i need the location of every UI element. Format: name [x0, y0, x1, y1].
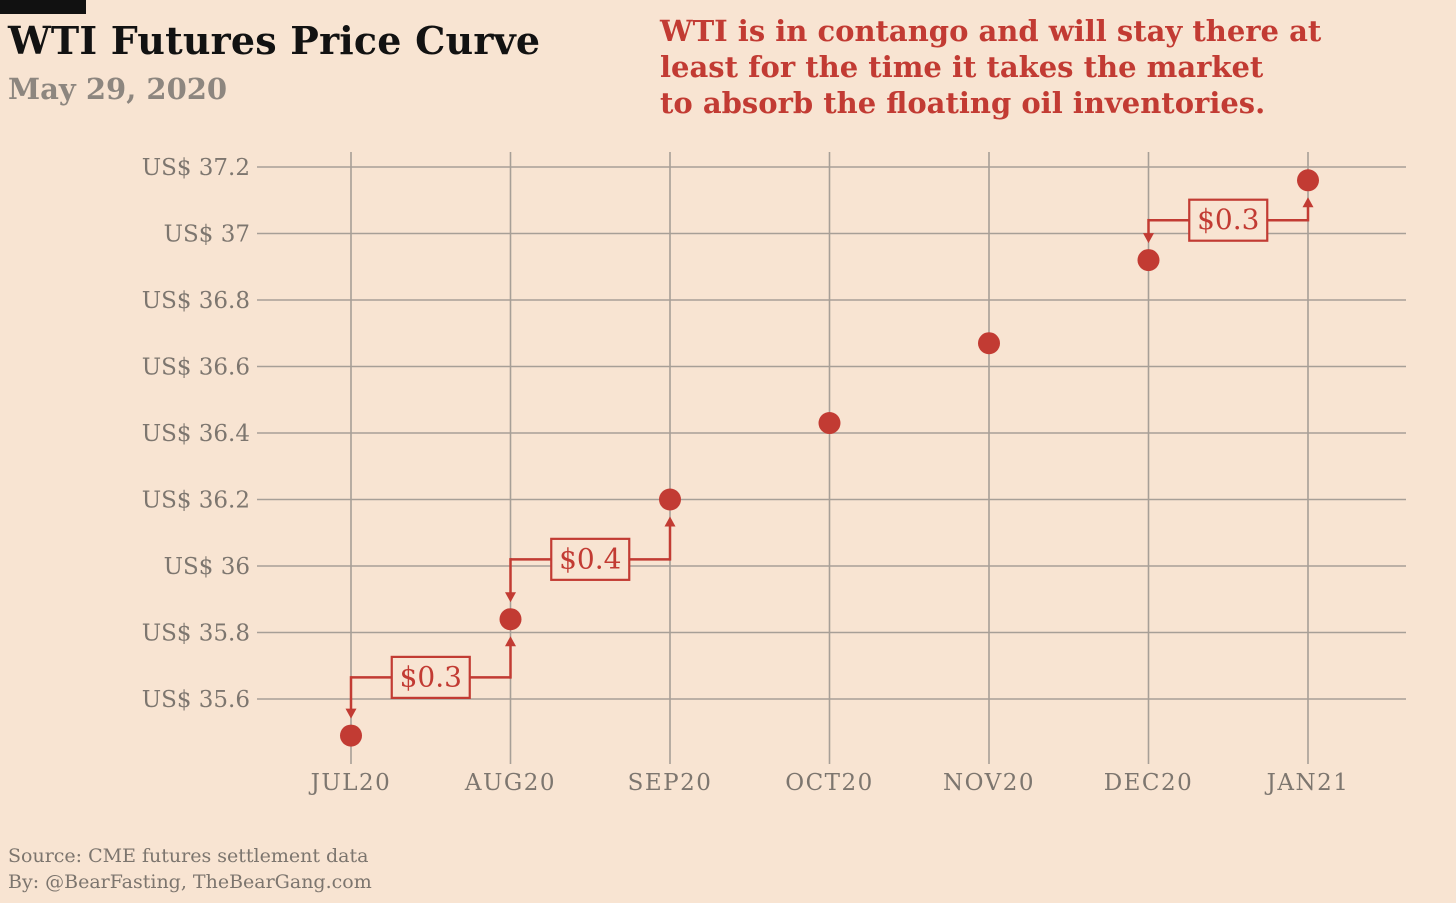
- brand-bar: [0, 0, 86, 14]
- data-point: [1297, 169, 1319, 192]
- y-tick-label: US$ 36.2: [142, 488, 250, 514]
- page-subtitle: May 29, 2020: [8, 72, 228, 106]
- annotation-box: [390, 655, 471, 699]
- author-credit: By: @BearFasting, TheBearGang.com: [8, 871, 372, 893]
- arrow-down-icon: [1143, 233, 1154, 244]
- arrow-up-icon: [505, 636, 516, 647]
- x-tick-label: DEC20: [1104, 770, 1194, 796]
- arrow-down-icon: [505, 592, 516, 603]
- data-point: [978, 332, 1000, 355]
- data-point: [340, 724, 362, 747]
- x-tick-label: AUG20: [464, 770, 556, 796]
- x-tick-label: NOV20: [943, 770, 1035, 796]
- annotation-label: $0.3: [400, 660, 462, 693]
- y-tick-label: US$ 37: [164, 222, 250, 248]
- data-point: [659, 488, 681, 511]
- annotation-box: [550, 537, 631, 581]
- page-title: WTI Futures Price Curve: [8, 18, 541, 63]
- annotation-label: $0.3: [1197, 203, 1259, 236]
- source-credit: Source: CME futures settlement data: [8, 845, 369, 867]
- y-tick-label: US$ 37.2: [142, 155, 250, 181]
- data-point: [1137, 249, 1160, 272]
- y-tick-label: US$ 36.6: [142, 355, 250, 381]
- data-point: [818, 412, 841, 435]
- annotation-label: $0.4: [559, 542, 621, 575]
- y-tick-label: US$ 36.8: [142, 288, 250, 314]
- annotation-box: [1188, 198, 1269, 242]
- x-tick-label: SEP20: [628, 770, 713, 796]
- y-tick-label: US$ 35.8: [142, 621, 250, 647]
- y-tick-label: US$ 36: [164, 554, 250, 580]
- arrow-down-icon: [345, 708, 357, 719]
- x-tick-label: JAN21: [1265, 770, 1350, 796]
- y-tick-label: US$ 35.6: [142, 687, 250, 713]
- x-tick-label: OCT20: [785, 770, 874, 796]
- arrow-up-icon: [1302, 197, 1314, 208]
- y-tick-label: US$ 36.4: [142, 421, 250, 447]
- data-point: [499, 608, 522, 631]
- contango-annotation-text: WTI is in contango and will stay there a…: [660, 14, 1322, 120]
- x-tick-label: JUL20: [309, 770, 392, 796]
- arrow-up-icon: [664, 516, 676, 527]
